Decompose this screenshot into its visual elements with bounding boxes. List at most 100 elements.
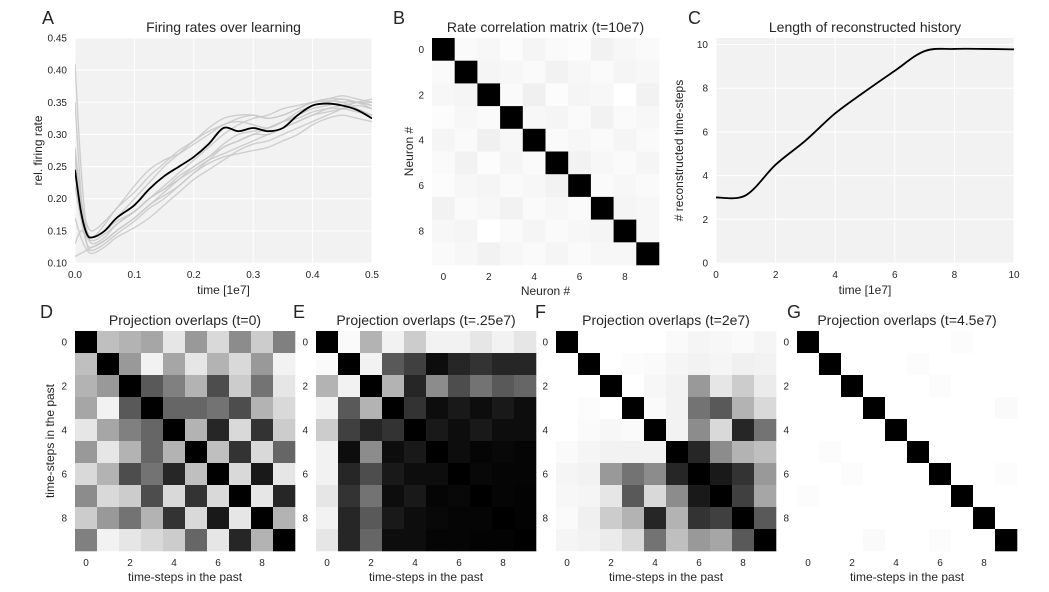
panel-b-heatmap-cell — [636, 38, 660, 61]
panel-f-heatmap-cell — [732, 485, 755, 508]
panel-g-heatmap-cell — [841, 463, 864, 486]
panel-d-heatmap-cell — [119, 485, 142, 508]
panel-g-heatmap-cell — [995, 441, 1018, 464]
panel-g-y-tick-label: 8 — [783, 514, 789, 525]
panel-b-heatmap-cell — [432, 196, 455, 220]
panel-g-x-axis-label: time-steps in the past — [850, 570, 965, 584]
panel-f-heatmap-cell — [666, 485, 689, 508]
panel-f-heatmap-cell — [644, 441, 667, 464]
panel-b-heatmap-cell — [568, 174, 592, 198]
panel-b-heatmap-cell — [454, 38, 478, 61]
panel-d-heatmap-cell — [97, 375, 120, 398]
panel-b-heatmap-cell — [636, 151, 660, 175]
panel-a-x-tick-label: 0.3 — [246, 270, 260, 281]
panel-f-heatmap-cell — [556, 375, 579, 398]
panel-f-heatmap-cell — [710, 441, 733, 464]
panel-g-heatmap-cell — [863, 463, 886, 486]
panel-e-heatmap-cell — [514, 463, 537, 486]
panel-g-heatmap-cell — [929, 463, 952, 486]
panel-g-heatmap-cell — [841, 441, 864, 464]
panel-b-heatmap-cell — [432, 151, 455, 175]
panel-e-y-tick-label: 2 — [302, 382, 308, 393]
panel-g-heatmap-cell — [951, 485, 974, 508]
panel-e-heatmap-cell — [448, 507, 471, 530]
panel-g-heatmap-cell — [929, 441, 952, 464]
panel-g-heatmap-cell — [929, 485, 952, 508]
panel-g-heatmap-cell — [929, 375, 952, 398]
panel-f-heatmap-cell — [622, 463, 645, 486]
panel-f-heatmap-cell — [622, 485, 645, 508]
panel-f-heatmap-cell — [754, 397, 777, 420]
panel-b-heatmap-cell — [613, 83, 637, 107]
panel-e-heatmap-cell — [360, 441, 383, 464]
panel-b-heatmap-cell — [636, 128, 660, 152]
panel-d-heatmap-cell — [185, 397, 208, 420]
panel-d-y-tick-label: 2 — [61, 382, 67, 393]
panel-f-heatmap-cell — [688, 353, 711, 376]
panel-g-y-tick-label: 0 — [783, 338, 789, 349]
panel-f-heatmap-cell — [754, 485, 777, 508]
panel-d-heatmap-cell — [119, 441, 142, 464]
panel-b-heatmap-cell — [454, 128, 478, 152]
panel-f-heatmap-cell — [732, 397, 755, 420]
panel-g-heatmap-cell — [819, 529, 842, 552]
panel-b-heatmap-cell — [613, 219, 637, 243]
panel-b-y-tick-label: 8 — [418, 226, 424, 237]
panel-b-heatmap-cell — [454, 60, 478, 84]
panel-d-heatmap-cell — [141, 419, 164, 442]
panel-f-heatmap-cell — [710, 353, 733, 376]
panel-d-heatmap-cell — [141, 375, 164, 398]
panel-g-heatmap-cell — [863, 419, 886, 442]
panel-g-heatmap-cell — [819, 375, 842, 398]
panel-g-heatmap-cell — [819, 441, 842, 464]
panel-b-heatmap-cell — [500, 174, 524, 198]
panel-e-heatmap-cell — [470, 353, 493, 376]
panel-f-heatmap-cell — [688, 485, 711, 508]
panel-g-heatmap-cell — [973, 397, 996, 420]
panel-b-heatmap-cell — [522, 106, 546, 130]
panel-g-x-tick-label: 2 — [849, 558, 855, 569]
panel-g-heatmap-cell — [929, 331, 952, 354]
panel-d-heatmap-cell — [251, 375, 274, 398]
panel-e-heatmap-cell — [470, 463, 493, 486]
panel-a-neuron-line — [75, 98, 372, 245]
panel-g-heatmap-cell — [863, 331, 886, 354]
panel-d-heatmap-cell — [251, 441, 274, 464]
panel-g-heatmap-cell — [929, 419, 952, 442]
panel-f-heatmap-cell — [754, 441, 777, 464]
panel-d-y-tick-label: 4 — [61, 426, 67, 437]
panel-b-heatmap-cell — [590, 242, 614, 266]
panel-e-heatmap-cell — [404, 331, 427, 354]
panel-d-heatmap-cell — [229, 507, 252, 530]
panel-d-heatmap-cell — [75, 331, 98, 354]
panel-g-heatmap-cell — [863, 353, 886, 376]
panel-c-x-tick-label: 8 — [952, 270, 958, 281]
panel-g-heatmap-cell — [907, 485, 930, 508]
panel-b-heatmap-cell — [568, 128, 592, 152]
panel-f-heatmap-cell — [754, 375, 777, 398]
panel-f-heatmap-cell — [556, 397, 579, 420]
panel-d-heatmap-cell — [97, 441, 120, 464]
panel-d-heatmap-cell — [229, 485, 252, 508]
panel-d-heatmap-cell — [207, 441, 230, 464]
panel-e-heatmap-cell — [514, 397, 537, 420]
panel-g-heatmap-cell — [819, 485, 842, 508]
panel-c-y-tick-label: 6 — [702, 127, 708, 138]
panel-d-heatmap-cell — [163, 353, 186, 376]
panel-b-heatmap-cell — [613, 128, 637, 152]
panel-d-heatmap-cell — [97, 485, 120, 508]
panel-e-heatmap-cell — [360, 375, 383, 398]
panel-b-heatmap-cell — [454, 174, 478, 198]
panel-d-heatmap-cell — [185, 507, 208, 530]
panel-d-heatmap-cell — [207, 463, 230, 486]
panel-f-heatmap-cell — [732, 529, 755, 552]
panel-f-heatmap-cell — [600, 463, 623, 486]
panel-f-heatmap-cell — [578, 485, 601, 508]
panel-d-letter: D — [40, 302, 53, 322]
panel-d-heatmap-cell — [207, 507, 230, 530]
panel-b-heatmap-cell — [500, 128, 524, 152]
panel-b-x-axis-label: Neuron # — [521, 284, 571, 298]
panel-g-heatmap-cell — [995, 353, 1018, 376]
panel-f-heatmap-cell — [622, 441, 645, 464]
panel-a-y-tick-label: 0.35 — [48, 98, 68, 109]
